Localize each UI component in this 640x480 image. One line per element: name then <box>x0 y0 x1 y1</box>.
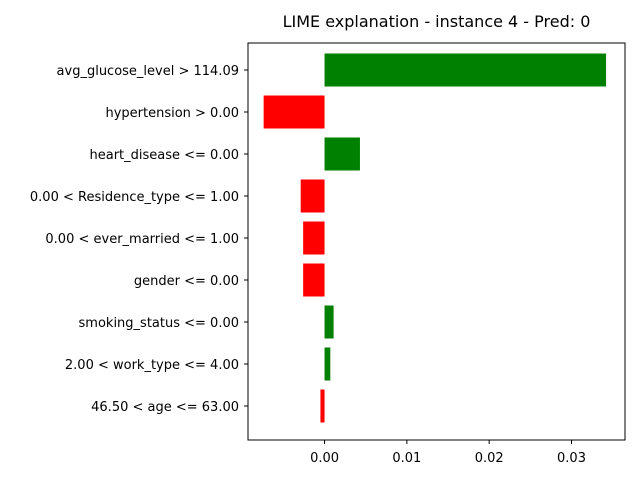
y-tick-label: 0.00 < ever_married <= 1.00 <box>45 232 239 247</box>
y-tick-label: 46.50 < age <= 63.00 <box>91 400 239 415</box>
bar-9 <box>320 389 325 423</box>
y-tick-label: gender <= 0.00 <box>134 274 239 289</box>
x-tick-label: 0.02 <box>475 451 504 466</box>
y-axis-ticks: avg_glucose_level > 114.09 hypertension >… <box>30 64 248 415</box>
x-tick-label: 0.03 <box>557 451 586 466</box>
chart-title: LIME explanation - instance 4 - Pred: 0 <box>283 12 591 31</box>
y-tick-label: hypertension > 0.00 <box>105 106 239 121</box>
axes-frame <box>247 42 626 441</box>
y-tick-label: 2.00 < work_type <= 4.00 <box>65 358 239 373</box>
bar-5 <box>303 221 325 255</box>
bar-8 <box>324 347 331 381</box>
bar-1 <box>324 53 607 87</box>
y-tick-label: avg_glucose_level > 114.09 <box>57 64 239 79</box>
y-tick-label: heart_disease <= 0.00 <box>89 148 239 163</box>
x-axis-ticks: 0.00 0.01 0.02 0.03 <box>310 440 586 466</box>
y-tick-label: smoking_status <= 0.00 <box>79 316 239 331</box>
bar-7 <box>324 305 334 339</box>
x-tick-label: 0.00 <box>310 451 339 466</box>
bars-group <box>263 53 607 423</box>
bar-3 <box>324 137 360 171</box>
x-tick-label: 0.01 <box>392 451 421 466</box>
y-tick-label: 0.00 < Residence_type <= 1.00 <box>30 190 239 205</box>
bar-6 <box>303 263 325 297</box>
bar-4 <box>300 179 325 213</box>
bar-2 <box>263 95 325 129</box>
